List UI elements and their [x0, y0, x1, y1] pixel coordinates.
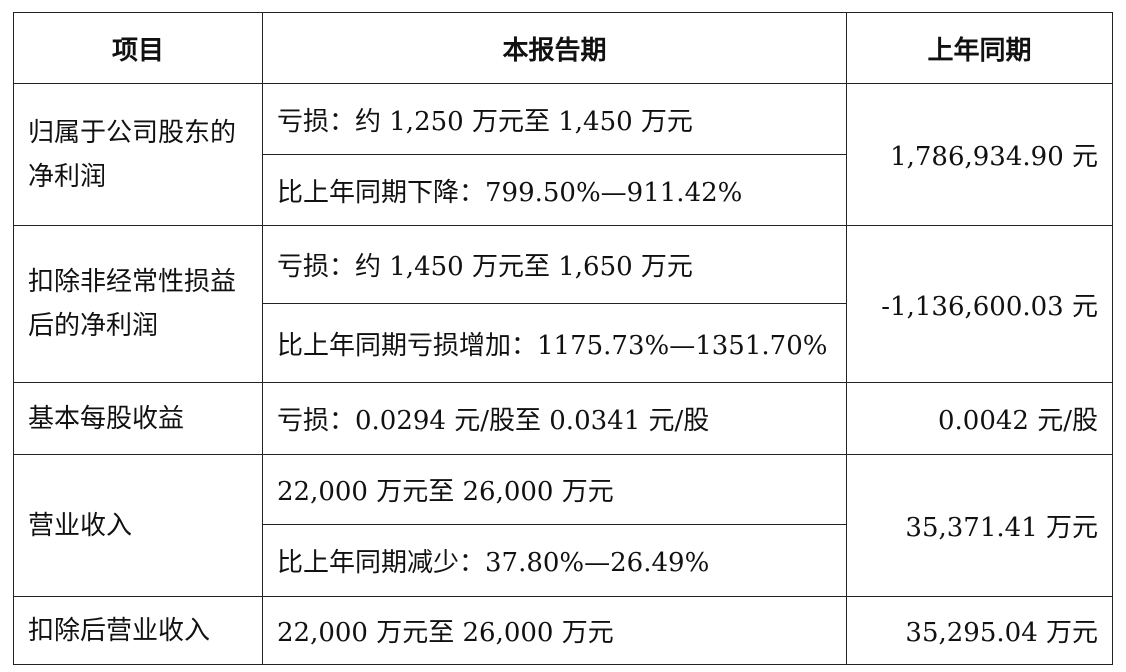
prior-cell: 0.0042 元/股 — [846, 382, 1113, 455]
header-prior: 上年同期 — [846, 12, 1113, 84]
table-row: 比上年同期减少：37.80%—26.49% — [14, 524, 1113, 597]
item-cell: 归属于公司股东的净利润 — [13, 83, 263, 226]
current-cell: 比上年同期下降：799.50%—911.42% — [262, 154, 847, 226]
forecast-table: 项目 本报告期 上年同期 归属于公司股东的净利润 亏损：约 1,250 万元至 … — [13, 12, 1113, 665]
table-row: 归属于公司股东的净利润 亏损：约 1,250 万元至 1,450 万元 1,78… — [13, 83, 1113, 226]
current-cell: 比上年同期亏损增加：1175.73%—1351.70% — [262, 303, 847, 383]
table-row: 扣除非经常性损益后的净利润 亏损：约 1,450 万元至 1,650 万元 -1… — [13, 225, 1113, 383]
current-cell: 22,000 万元至 26,000 万元 — [262, 596, 847, 665]
table-row: 扣除后营业收入 22,000 万元至 26,000 万元 35,295.04 万… — [13, 596, 1113, 665]
table-row: 营业收入 22,000 万元至 26,000 万元 35,371.41 万元 — [13, 454, 1113, 597]
prior-cell: 35,371.41 万元 — [846, 454, 1113, 597]
table-row: 基本每股收益 亏损：0.0294 元/股至 0.0341 元/股 0.0042 … — [13, 382, 1113, 455]
item-cell: 基本每股收益 — [13, 382, 263, 455]
table-row: 比上年同期亏损增加：1175.73%—1351.70% — [14, 303, 1113, 383]
current-cell: 比上年同期减少：37.80%—26.49% — [262, 524, 847, 597]
item-cell: 扣除非经常性损益后的净利润 — [13, 225, 263, 383]
prior-cell: 1,786,934.90 元 — [846, 83, 1113, 226]
header-row: 项目 本报告期 上年同期 — [13, 12, 1113, 84]
prior-cell: 35,295.04 万元 — [846, 596, 1113, 665]
current-cell: 亏损：约 1,450 万元至 1,650 万元 — [262, 225, 847, 304]
item-cell: 营业收入 — [13, 454, 263, 597]
current-cell: 亏损：约 1,250 万元至 1,450 万元 — [262, 83, 847, 155]
header-item: 项目 — [13, 12, 263, 84]
header-current: 本报告期 — [262, 12, 847, 84]
current-cell: 22,000 万元至 26,000 万元 — [262, 454, 847, 525]
item-cell: 扣除后营业收入 — [13, 596, 263, 665]
current-cell: 亏损：0.0294 元/股至 0.0341 元/股 — [262, 382, 847, 455]
prior-cell: -1,136,600.03 元 — [846, 225, 1113, 383]
table-row: 比上年同期下降：799.50%—911.42% — [14, 154, 1113, 226]
